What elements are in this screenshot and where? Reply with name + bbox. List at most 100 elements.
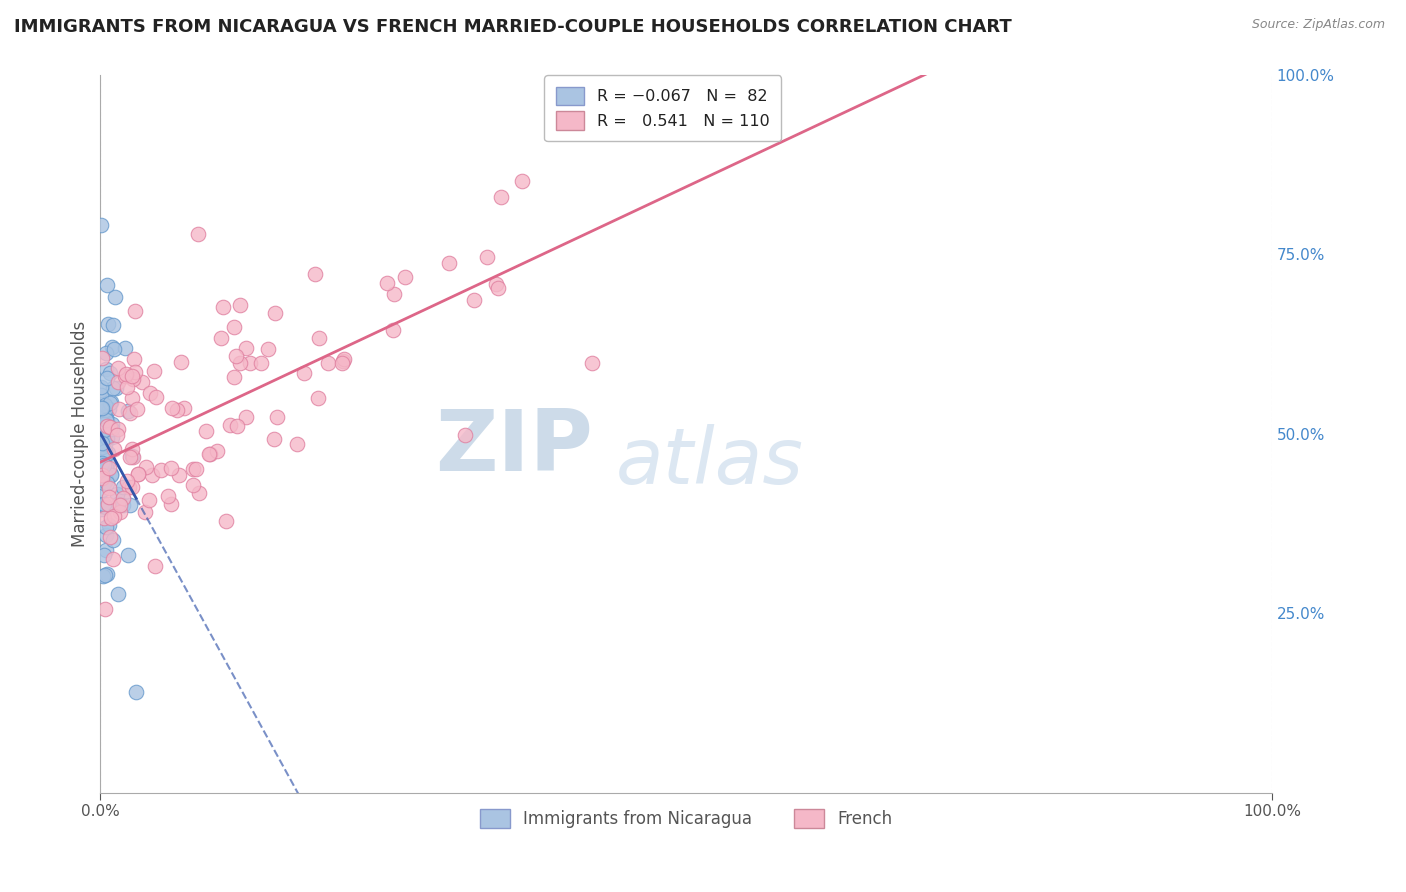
Point (181, 477, 204, 491)
Point (169, 467, 191, 482)
Point (93, 410, 115, 425)
Point (375, 277, 398, 291)
Point (114, 341, 136, 355)
Point (93, 426, 115, 441)
Point (250, 356, 273, 370)
Point (115, 380, 138, 394)
Point (581, 355, 603, 369)
Point (111, 491, 134, 506)
Point (93, 458, 115, 472)
Point (101, 417, 124, 431)
Point (94, 362, 117, 376)
Point (214, 514, 236, 528)
Point (292, 367, 315, 381)
Point (93, 417, 115, 431)
Point (239, 356, 262, 370)
Point (107, 587, 129, 601)
Point (235, 341, 257, 355)
Point (219, 418, 242, 433)
Point (96, 473, 118, 487)
Point (121, 449, 143, 463)
Point (97, 460, 120, 475)
Point (90, 384, 112, 398)
Point (103, 508, 125, 523)
Point (93, 423, 115, 437)
Point (316, 356, 339, 370)
Point (263, 432, 285, 446)
Point (222, 319, 245, 334)
Point (308, 331, 330, 345)
Point (90, 471, 112, 485)
Point (486, 280, 509, 294)
Point (96, 370, 118, 384)
Point (117, 549, 139, 563)
Point (235, 410, 257, 425)
Point (124, 365, 146, 379)
Point (332, 353, 354, 368)
Point (103, 442, 125, 457)
Point (285, 437, 308, 451)
Point (96, 416, 118, 430)
Point (118, 498, 141, 512)
Point (98, 530, 121, 544)
Point (121, 480, 143, 494)
Point (256, 343, 278, 357)
Point (94, 459, 117, 474)
Point (91, 483, 114, 498)
Point (90, 467, 112, 482)
Point (485, 277, 508, 291)
Point (111, 480, 134, 494)
Point (101, 551, 124, 566)
Point (122, 450, 145, 464)
Point (90, 441, 112, 455)
Text: ZIP: ZIP (434, 407, 592, 490)
Point (141, 468, 163, 483)
Point (122, 372, 145, 386)
Point (475, 250, 498, 264)
Point (111, 491, 134, 505)
Point (121, 442, 143, 457)
Point (93, 451, 115, 466)
Point (91, 499, 114, 513)
Point (100, 468, 122, 483)
Text: atlas: atlas (616, 425, 804, 500)
Point (264, 306, 287, 320)
Point (101, 430, 124, 444)
Point (100, 422, 122, 436)
Point (97, 497, 120, 511)
Point (266, 409, 288, 424)
Point (90, 502, 112, 516)
Point (107, 487, 129, 501)
Point (114, 368, 136, 383)
Point (97, 401, 120, 416)
Point (489, 190, 512, 204)
Point (96, 277, 118, 292)
Point (94, 500, 117, 514)
Point (101, 340, 124, 354)
Point (138, 492, 160, 507)
Point (94, 528, 117, 542)
Point (437, 256, 460, 270)
Point (212, 300, 235, 314)
Point (91, 451, 114, 466)
Point (94, 409, 117, 423)
Point (330, 356, 353, 370)
Point (183, 462, 205, 476)
Point (105, 428, 128, 442)
Point (122, 352, 145, 367)
Point (90, 474, 112, 488)
Point (114, 368, 136, 382)
Point (90, 219, 112, 233)
Point (96, 476, 118, 491)
Point (226, 419, 249, 434)
Point (100, 511, 122, 525)
Point (139, 386, 162, 401)
Point (93, 602, 115, 616)
Point (120, 406, 142, 420)
Point (307, 391, 329, 405)
Point (118, 480, 141, 494)
Point (90, 456, 112, 470)
Point (91, 435, 114, 450)
Point (93, 470, 115, 484)
Point (107, 361, 129, 376)
